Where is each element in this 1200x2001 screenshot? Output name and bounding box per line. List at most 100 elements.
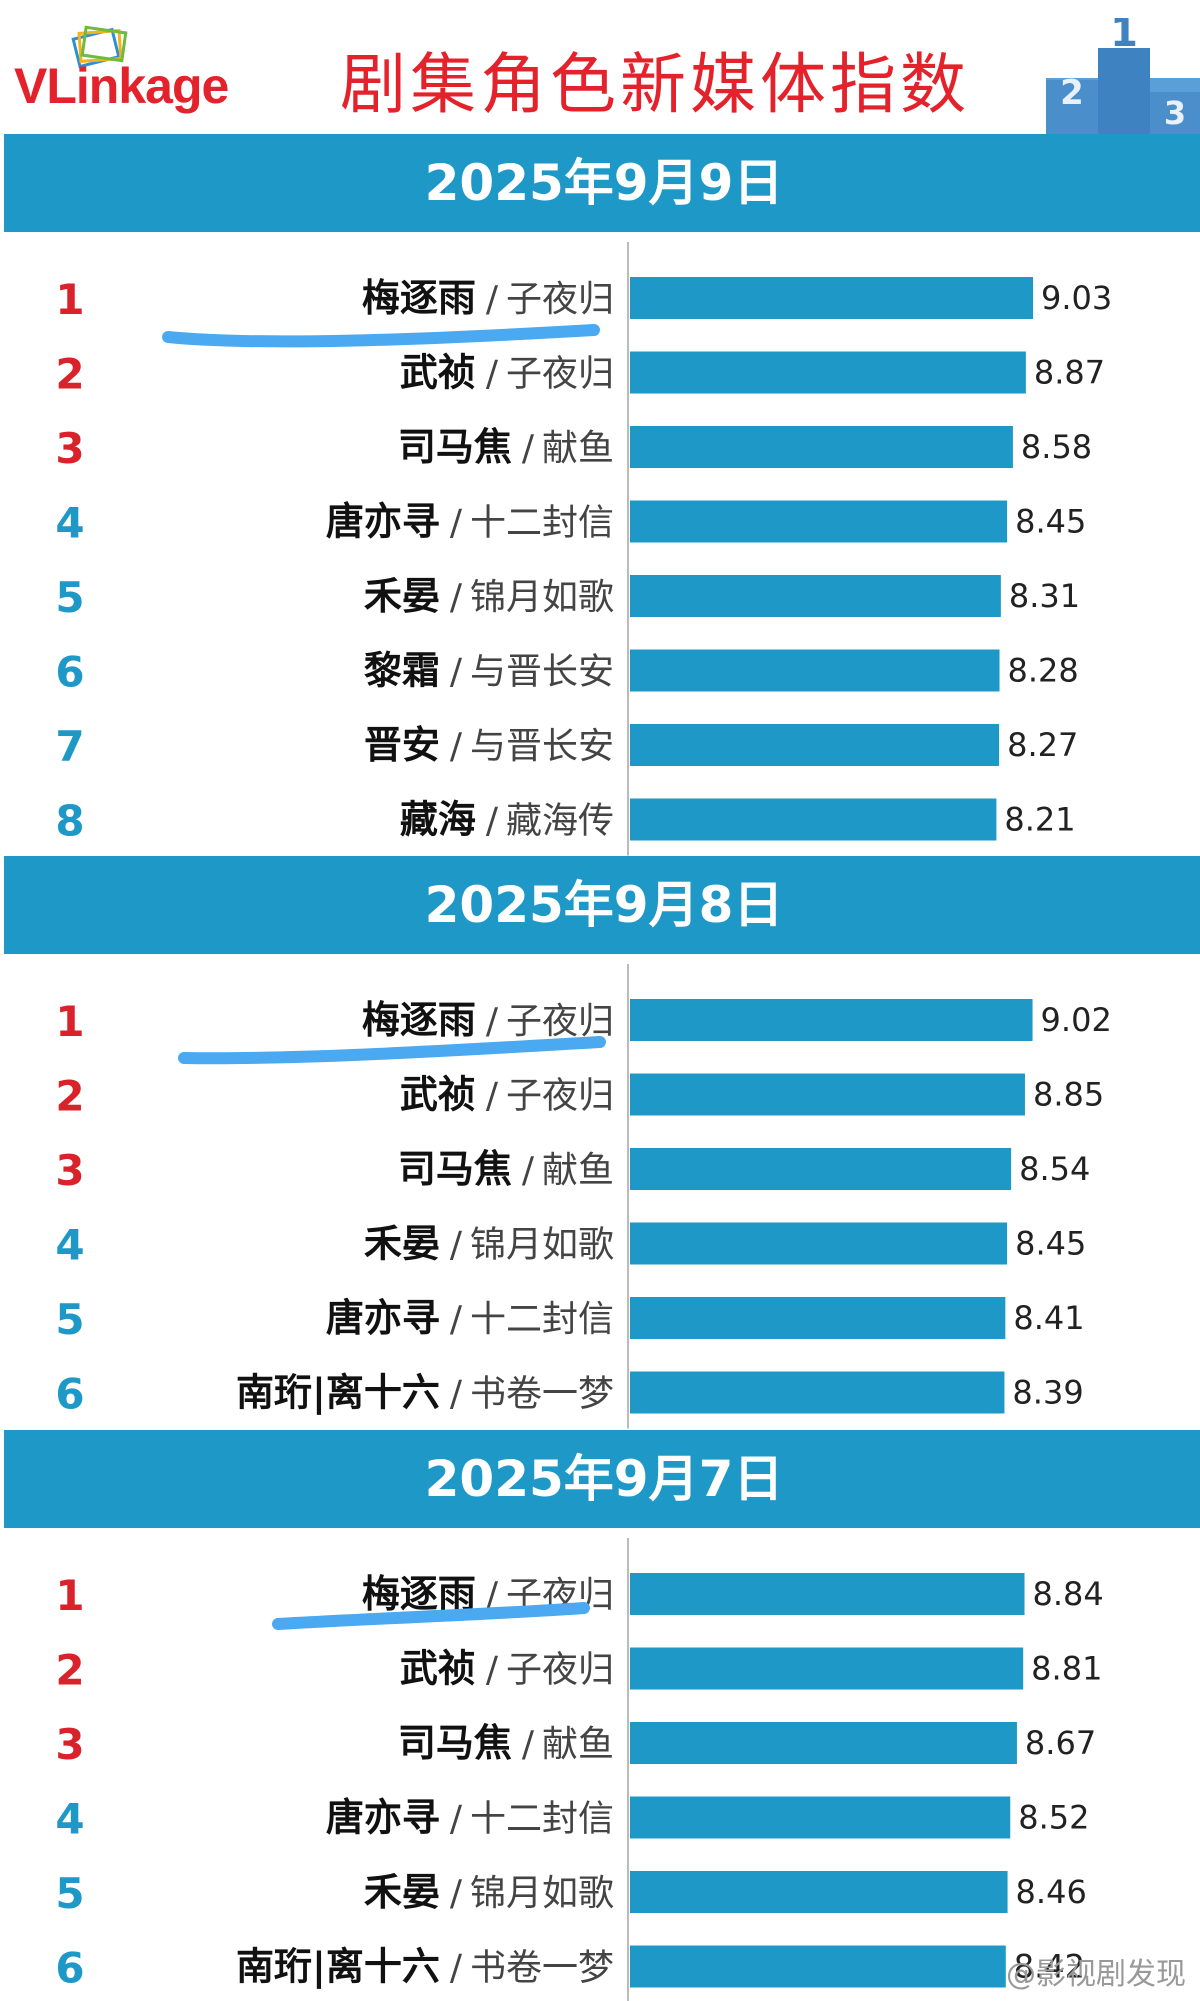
rank-number: 2 <box>55 1646 84 1695</box>
separator: / <box>450 503 463 544</box>
role-name: 藏海 <box>400 798 476 842</box>
drama-name: 与晋长安 <box>470 726 614 767</box>
rank-number: 5 <box>55 1869 84 1918</box>
value-label: 8.41 <box>1013 1299 1084 1337</box>
value-label: 8.58 <box>1021 428 1092 466</box>
bar <box>630 649 1000 692</box>
date-header-1: 2025年9月9日 <box>4 134 1200 232</box>
bar <box>630 798 997 841</box>
drama-name: 献鱼 <box>542 1150 614 1191</box>
drama-name: 子夜归 <box>506 354 614 395</box>
row-label: 武祯 / 子夜归 <box>400 1647 614 1691</box>
row-label: 唐亦寻 / 十二封信 <box>326 500 614 544</box>
row-label: 梅逐雨 / 子夜归 <box>362 1572 614 1616</box>
value-label: 8.21 <box>1004 801 1075 839</box>
row-label: 南珩|离十六 / 书卷一梦 <box>236 1945 614 1990</box>
separator: / <box>486 354 499 395</box>
role-name: 司马焦 <box>398 1721 512 1765</box>
highlight-underline <box>272 1602 590 1630</box>
bar <box>630 1796 1011 1839</box>
rank-number: 1 <box>55 1571 84 1620</box>
role-name: 南珩|离十六 <box>236 1371 440 1416</box>
role-name: 司马焦 <box>398 425 512 469</box>
separator: / <box>522 1150 535 1191</box>
separator: / <box>450 1873 463 1914</box>
rank-number: 3 <box>55 424 84 473</box>
row-label: 司马焦 / 献鱼 <box>398 1721 614 1765</box>
bar <box>630 1722 1017 1764</box>
role-name: 梅逐雨 <box>362 276 476 320</box>
separator: / <box>450 1299 463 1340</box>
rank-number: 6 <box>55 648 84 697</box>
date-header-3: 2025年9月7日 <box>4 1430 1200 1528</box>
separator: / <box>450 1948 463 1989</box>
row-label: 唐亦寻 / 十二封信 <box>326 1796 614 1840</box>
date-header-2: 2025年9月8日 <box>4 856 1200 954</box>
rank-number: 5 <box>55 573 84 622</box>
date-label: 2025年9月7日 <box>424 1450 784 1508</box>
role-name: 禾晏 <box>364 1222 440 1266</box>
drama-name: 锦月如歌 <box>470 577 614 618</box>
separator: / <box>450 577 463 618</box>
drama-name: 献鱼 <box>542 428 614 469</box>
separator: / <box>522 1724 535 1765</box>
rank-number: 4 <box>55 1795 84 1844</box>
podium-digit-2: 2 <box>1060 73 1084 113</box>
value-label: 8.84 <box>1033 1575 1104 1613</box>
bar <box>630 1297 1006 1339</box>
bar <box>630 1945 1006 1988</box>
row-label: 晋安 / 与晋长安 <box>364 723 614 767</box>
value-label: 8.67 <box>1025 1724 1096 1762</box>
bar <box>630 724 1000 766</box>
bar <box>630 999 1033 1041</box>
value-label: 8.28 <box>1008 652 1079 690</box>
row-label: 南珩|离十六 / 书卷一梦 <box>236 1371 614 1416</box>
drama-name: 十二封信 <box>470 1799 614 1840</box>
vlinkage-logo: VLinkage <box>14 25 264 130</box>
rank-number: 1 <box>55 997 84 1046</box>
rank-number: 1 <box>55 275 84 324</box>
value-label: 8.46 <box>1016 1873 1087 1911</box>
role-name: 禾晏 <box>364 574 440 618</box>
role-name: 黎霜 <box>364 649 440 693</box>
value-label: 8.85 <box>1033 1076 1104 1114</box>
value-label: 9.02 <box>1041 1001 1112 1039</box>
podium-digit-1: 1 <box>1110 18 1138 56</box>
separator: / <box>486 1650 499 1691</box>
role-name: 梅逐雨 <box>362 1572 476 1616</box>
drama-name: 书卷一梦 <box>470 1374 614 1415</box>
role-name: 武祯 <box>400 1073 476 1117</box>
bar <box>630 1148 1012 1190</box>
drama-name: 献鱼 <box>542 1724 614 1765</box>
rank-number: 3 <box>55 1146 84 1195</box>
role-name: 武祯 <box>400 1647 476 1691</box>
drama-name: 子夜归 <box>506 1650 614 1691</box>
bar <box>630 500 1008 543</box>
row-label: 禾晏 / 锦月如歌 <box>364 1222 614 1266</box>
bar <box>630 1647 1024 1690</box>
role-name: 唐亦寻 <box>326 500 440 544</box>
rank-number: 2 <box>55 1072 84 1121</box>
value-label: 8.52 <box>1018 1799 1089 1837</box>
row-label: 禾晏 / 锦月如歌 <box>364 574 614 618</box>
logo-frames-icon <box>71 25 128 69</box>
value-label: 8.27 <box>1007 726 1078 764</box>
row-label: 武祯 / 子夜归 <box>400 351 614 395</box>
row-label: 黎霜 / 与晋长安 <box>364 649 614 693</box>
drama-name: 书卷一梦 <box>470 1948 614 1989</box>
rank-number: 4 <box>55 499 84 548</box>
separator: / <box>486 1001 499 1042</box>
bar <box>630 277 1033 319</box>
value-label: 8.45 <box>1015 1225 1086 1263</box>
bar <box>630 426 1013 468</box>
rank-number: 5 <box>55 1295 84 1344</box>
drama-name: 十二封信 <box>470 503 614 544</box>
logo-text: VLinkage <box>14 58 229 114</box>
separator: / <box>450 1799 463 1840</box>
bar <box>630 351 1026 394</box>
bar <box>630 1371 1005 1414</box>
bar <box>630 1073 1025 1116</box>
value-label: 8.81 <box>1031 1650 1102 1688</box>
value-label: 8.39 <box>1012 1374 1083 1412</box>
date-label: 2025年9月8日 <box>424 876 784 934</box>
